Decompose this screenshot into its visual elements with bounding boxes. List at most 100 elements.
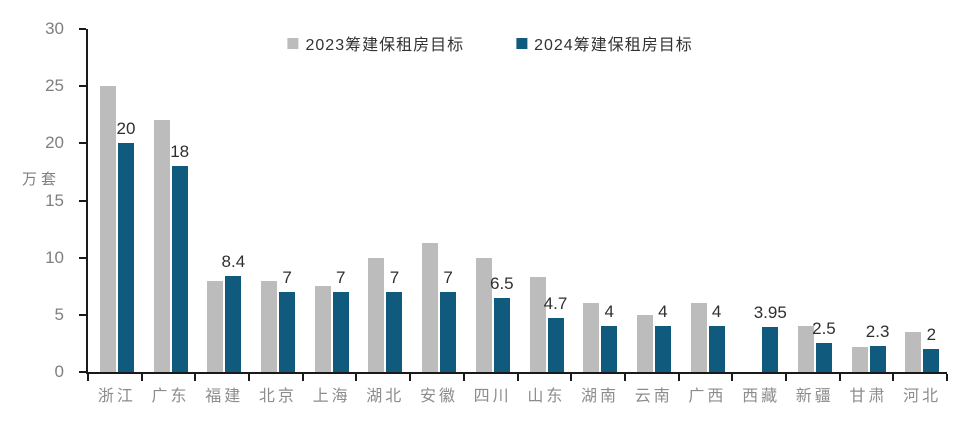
data-label: 20 (116, 119, 136, 139)
bar-2024 (225, 275, 242, 372)
x-category-label: 云南 (634, 388, 673, 405)
bar-2024 (386, 291, 403, 372)
x-category-label: 安徽 (419, 388, 458, 405)
data-label: 7 (336, 267, 346, 287)
y-tick-mark (79, 199, 86, 202)
x-tick-mark (731, 374, 734, 381)
bar-2024 (118, 143, 134, 372)
y-tick-label: 20 (45, 133, 64, 153)
data-label: 8.4 (221, 251, 246, 271)
y-tick-mark (79, 85, 86, 88)
bar-2023 (475, 257, 492, 372)
y-tick-label: 0 (54, 362, 64, 381)
data-label: 4 (604, 302, 614, 322)
x-tick-mark (946, 374, 948, 381)
plot-area: 0 5 10 15 20 25 30 20 浙江 18 广东 8.4 福建 7 北京 7 上海 7 湖北 7 安徽 6.5… (45, 19, 948, 405)
x-category-label: 广西 (688, 388, 727, 405)
bar-2023 (636, 314, 653, 372)
category-slot: 7 (249, 29, 303, 372)
legend: 2023筹建保租房目标 2024筹建保租房目标 (287, 31, 693, 55)
category-slot: 4.7 (518, 29, 572, 372)
y-tick-mark (79, 142, 86, 145)
bar-2023 (314, 286, 331, 372)
legend-item-2024: 2024筹建保租房目标 (516, 31, 693, 55)
y-tick-label: 25 (45, 76, 64, 96)
bar-2023 (905, 331, 922, 372)
x-category-label: 湖北 (366, 388, 405, 405)
bar-2024 (654, 326, 671, 372)
bar-2023 (100, 86, 116, 372)
category-slot: 7 (356, 29, 410, 372)
data-label: 18 (170, 142, 190, 162)
category-slot: 2.3 (840, 29, 894, 372)
data-label: 2.5 (812, 319, 836, 339)
y-tick-label: 15 (45, 190, 64, 210)
x-tick-mark (892, 374, 895, 381)
x-tick-mark (838, 374, 841, 381)
x-category-label: 北京 (258, 388, 297, 405)
x-category-label: 河北 (903, 388, 942, 405)
legend-swatch-2023 (287, 37, 299, 49)
data-label: 6.5 (489, 273, 514, 293)
data-label: 4 (711, 302, 722, 322)
bar-2023 (368, 257, 385, 372)
x-category-label: 新疆 (795, 388, 834, 405)
bar-2024 (493, 297, 510, 372)
x-tick-mark (301, 374, 304, 381)
x-tick-mark (784, 374, 787, 381)
category-slot: 7 (303, 29, 357, 372)
bar-2023 (851, 346, 868, 372)
data-label: 4 (658, 302, 668, 322)
bar-2023 (207, 280, 224, 372)
legend-item-2023: 2023筹建保租房目标 (287, 31, 465, 55)
bar-2023 (529, 277, 546, 372)
x-tick-mark (355, 374, 358, 381)
y-tick-label: 10 (45, 247, 64, 267)
category-slot: 6.5 (464, 29, 518, 372)
y-axis-title: 万套 (22, 171, 61, 188)
x-category-label: 福建 (205, 388, 244, 405)
category-slot: 4 (679, 29, 733, 372)
data-label: 3.95 (753, 302, 787, 322)
x-tick-mark (409, 374, 412, 381)
bar-2024 (279, 291, 296, 372)
y-tick-mark (79, 371, 86, 373)
bar-2024 (762, 326, 779, 372)
data-label: 2 (926, 325, 937, 345)
legend-swatch-2024 (516, 37, 528, 49)
category-slot: 4 (625, 29, 679, 372)
x-tick-mark (248, 374, 251, 381)
bar-2023 (690, 303, 707, 372)
category-slot: 2 (893, 29, 947, 372)
y-tick-mark (79, 313, 86, 316)
category-slot: 4 (571, 29, 625, 372)
x-category-label: 甘肃 (849, 388, 888, 405)
bar-2024 (547, 318, 564, 372)
bar-2024 (440, 291, 457, 372)
bar-2024 (601, 326, 618, 372)
category-slot: 2.5 (786, 29, 840, 372)
bar-2023 (153, 120, 170, 372)
bar-2024 (815, 343, 832, 372)
y-tick-mark (79, 256, 86, 259)
bar-2024 (708, 326, 725, 372)
x-tick-mark (140, 374, 143, 381)
x-category-label: 西藏 (742, 388, 781, 405)
data-label: 2.3 (865, 321, 890, 341)
x-tick-mark (87, 374, 89, 381)
x-tick-mark (516, 374, 519, 381)
bar-2023 (583, 303, 600, 372)
legend-label-2024: 2024筹建保租房目标 (534, 37, 693, 54)
legend-label-2023: 2023筹建保租房目标 (305, 37, 465, 54)
x-tick-mark (570, 374, 573, 381)
bar-2024 (869, 345, 886, 372)
x-tick-mark (462, 374, 465, 381)
bar-2024 (923, 349, 940, 372)
y-tick-label: 5 (54, 304, 64, 324)
bar-2024 (332, 291, 349, 372)
x-category-label: 山东 (527, 388, 566, 405)
bar-2023 (797, 326, 814, 372)
x-category-label: 上海 (312, 388, 351, 405)
category-slot: 18 (142, 29, 196, 372)
